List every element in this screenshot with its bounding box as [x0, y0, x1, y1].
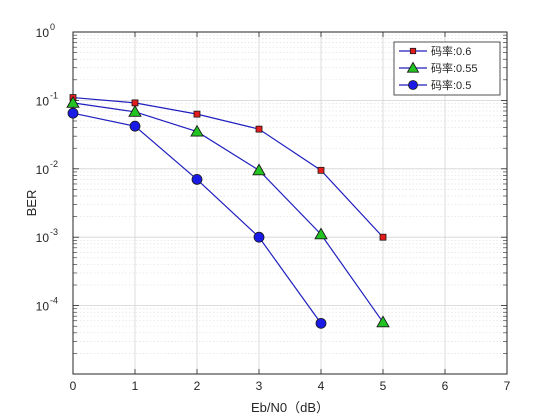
data-point-triangle: [252, 163, 266, 176]
y-tick-label: 10: [36, 300, 50, 314]
y-tick-exponent: -2: [50, 159, 58, 169]
y-tick-label: 10: [36, 163, 50, 177]
x-tick-label: 3: [256, 379, 263, 393]
legend-marker-square: [409, 47, 417, 55]
x-tick-label: 1: [132, 379, 139, 393]
data-point-square: [379, 233, 387, 241]
legend-marker-circle: [408, 80, 418, 90]
x-tick-label: 2: [194, 379, 201, 393]
legend: 码率:0.6 码率:0.55 码率:0.5: [393, 41, 501, 96]
y-tick-exponent: 0: [50, 22, 55, 32]
data-point-triangle: [190, 124, 204, 137]
x-tick-label: 0: [70, 379, 77, 393]
data-point-triangle: [66, 95, 80, 108]
y-tick-label: 10: [36, 231, 50, 245]
data-point-circle: [315, 317, 327, 329]
data-point-triangle: [128, 104, 142, 117]
x-tick-label: 7: [504, 379, 511, 393]
data-point-circle: [67, 107, 79, 119]
y-tick-exponent: -3: [50, 227, 58, 237]
data-point-square: [193, 110, 201, 118]
series-layer: [66, 94, 390, 329]
data-point-triangle: [376, 315, 390, 328]
x-axis: 0 1 2 3 4 5 6 7: [70, 32, 511, 393]
data-point-circle: [191, 173, 203, 185]
y-tick-label: 10: [36, 94, 50, 108]
x-tick-label: 6: [442, 379, 449, 393]
y-tick-exponent: -1: [50, 90, 58, 100]
x-tick-label: 5: [380, 379, 387, 393]
legend-label: 码率:0.55: [431, 61, 477, 75]
data-point-square: [255, 125, 263, 133]
legend-marker-triangle: [406, 61, 420, 73]
data-point-triangle: [314, 227, 328, 240]
data-point-square: [317, 166, 325, 174]
series-line: [72, 102, 384, 323]
data-point-circle: [253, 231, 265, 243]
y-tick-label: 10: [36, 26, 50, 40]
y-tick-exponent: -4: [50, 296, 58, 306]
series-line: [72, 96, 384, 238]
x-axis-label: Eb/N0（dB）: [251, 400, 329, 415]
y-axis-label: BER: [24, 190, 39, 217]
x-tick-label: 4: [318, 379, 325, 393]
legend-label: 码率:0.5: [431, 78, 471, 92]
legend-label: 码率:0.6: [431, 44, 471, 58]
plot-frame: [72, 31, 508, 375]
data-point-circle: [129, 120, 141, 132]
